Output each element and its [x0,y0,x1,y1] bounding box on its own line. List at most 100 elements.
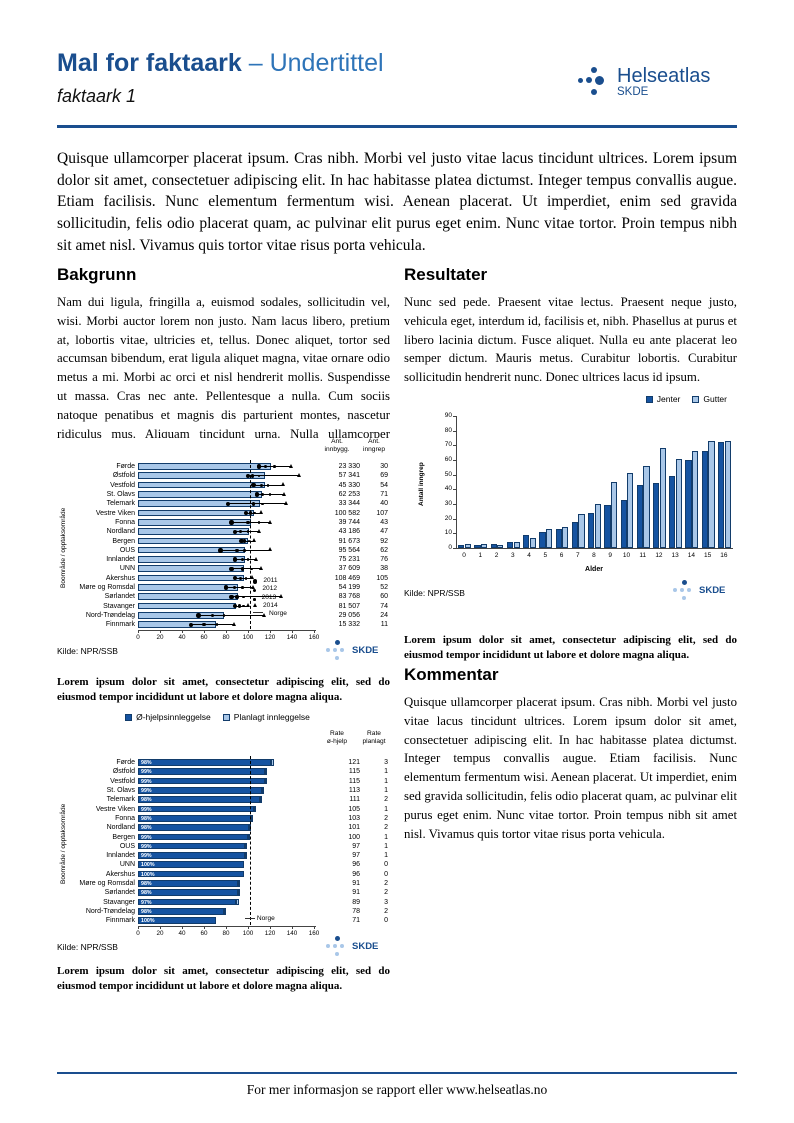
skde-logo-text: SKDE [352,941,379,953]
year-marker-icon [254,492,259,497]
year-marker-triangle-icon [267,547,272,552]
x-axis-tick-label: 60 [200,930,208,938]
column-header-line: inngrep [363,445,385,453]
left-column: Bakgrunn Nam dui ligula, fringilla a, eu… [57,265,390,462]
rate-planlagt-value: 1 [384,842,388,850]
bar-rate [138,537,248,545]
column-header-line: ø-hjelp [326,737,348,745]
column-header: Rate ø-hjelp [314,730,360,745]
rate-planlagt-value: 0 [384,917,388,925]
row-track: 98% [138,823,314,832]
bar-planlagt [264,777,267,785]
legend-swatch-icon [645,396,653,403]
year-marker-triangle-icon [284,500,289,505]
year-legend-item: 2013 [253,594,276,601]
row-label: Østfold [112,472,135,480]
figure-caption-2: Lorem ipsum dolor sit amet, consectetur … [57,965,390,992]
column-header: Rate planlagt [360,730,388,745]
bar-planlagt [253,805,256,813]
year-marker-triangle-icon [281,491,286,496]
rate-ehjelp-value: 115 [348,777,360,785]
rate-planlagt-value: 1 [384,777,388,785]
year-marker-icon [251,502,256,506]
year-marker-icon [241,586,244,589]
bar-ehjelp: 98% [138,907,224,915]
ant-innbygg-value: 43 186 [338,528,360,536]
row-label: Innlandet [106,556,135,564]
ant-innbygg-value: 75 231 [338,556,360,564]
x-axis-tick-label: 11 [639,552,647,559]
row-label: Østfold [112,768,135,776]
row-label: Finnmark [105,621,135,629]
y-axis-tick [453,518,456,520]
bar-percent-label: 98% [141,881,152,888]
header-rule [57,125,737,128]
y-axis-tick-label: 10 [444,529,452,537]
year-marker-triangle-icon [288,463,293,468]
y-axis-tick [453,460,456,461]
ci-line [228,503,287,505]
x-axis-tick [160,630,161,634]
section-body-resultater: Nunc sed pede. Praesent vitae lectus. Pr… [404,295,737,385]
chart-row: Vestfold 45 330 54 [57,481,390,490]
ant-inngrep-value: 43 [380,518,388,526]
rate-planlagt-value: 2 [384,880,388,888]
row-track [138,462,314,471]
x-axis-tick [292,630,293,634]
y-axis-tick [453,474,456,476]
ci-line [226,587,254,589]
x-axis-tick-label: 15 [704,552,712,559]
column-header-line: Ant. [368,438,380,445]
row-label: Fonna [115,518,135,526]
x-axis-tick-label: 7 [575,552,580,559]
row-track [138,583,314,592]
section-title-bakgrunn: Bakgrunn [57,265,137,284]
y-axis-tick [453,445,456,447]
year-marker-triangle-icon [245,603,250,608]
helseatlas-logo-dots-icon [578,66,608,99]
year-marker-icon [244,576,248,580]
row-track [138,518,314,527]
section-title-kommentar: Kommentar [404,665,499,684]
chart-row: Innlandet 99% 97 1 [57,851,390,860]
row-label: Vestfold [110,777,135,785]
legend-item: Ø-hjelpsinnleggelse [125,712,211,722]
bar-percent-label: 99% [141,806,152,813]
bar-planlagt [244,852,247,859]
bar-jenter [490,543,497,548]
row-label: Fonna [115,814,135,822]
year-marker-icon [196,613,201,618]
skde-dot-icon [673,588,677,592]
norge-legend-item: Norge [245,915,275,922]
legend-dot-icon [253,598,256,601]
year-marker-icon [226,501,231,507]
year-legend-item: 2012 [253,585,277,592]
year-marker-icon [229,594,234,600]
row-track [138,481,314,490]
bar-planlagt [251,814,254,822]
ant-inngrep-value: 105 [376,574,388,582]
chart-legend: Ø-hjelpsinnleggelse Planlagt innleggelse [57,712,390,722]
x-axis-tick [182,630,183,634]
row-track [138,490,314,499]
ant-innbygg-value: 57 341 [338,472,360,480]
bar-percent-label: 99% [141,843,152,850]
ant-inngrep-value: 69 [380,472,388,480]
column-header-line: Rate [367,730,381,737]
year-marker-icon [251,483,256,488]
bar-gutter [562,527,569,548]
row-label: Vestre Viken [95,509,135,517]
x-axis-tick-label: 13 [671,552,679,559]
legend-year-label: 2014 [263,601,278,609]
chart-regions-admission-type: Ø-hjelpsinnleggelse Planlagt innleggelse R… [57,712,390,960]
column-header-line: planlagt [362,737,386,745]
bar-gutter [545,528,553,548]
rate-ehjelp-value: 103 [348,814,360,822]
bar-jenter [571,521,579,548]
skde-dot-icon [340,648,344,653]
row-track: 98% [138,879,314,888]
row-label: OUS [119,842,135,850]
bar-gutter [481,543,488,548]
ant-inngrep-value: 40 [380,500,388,508]
ant-inngrep-value: 60 [380,593,388,601]
